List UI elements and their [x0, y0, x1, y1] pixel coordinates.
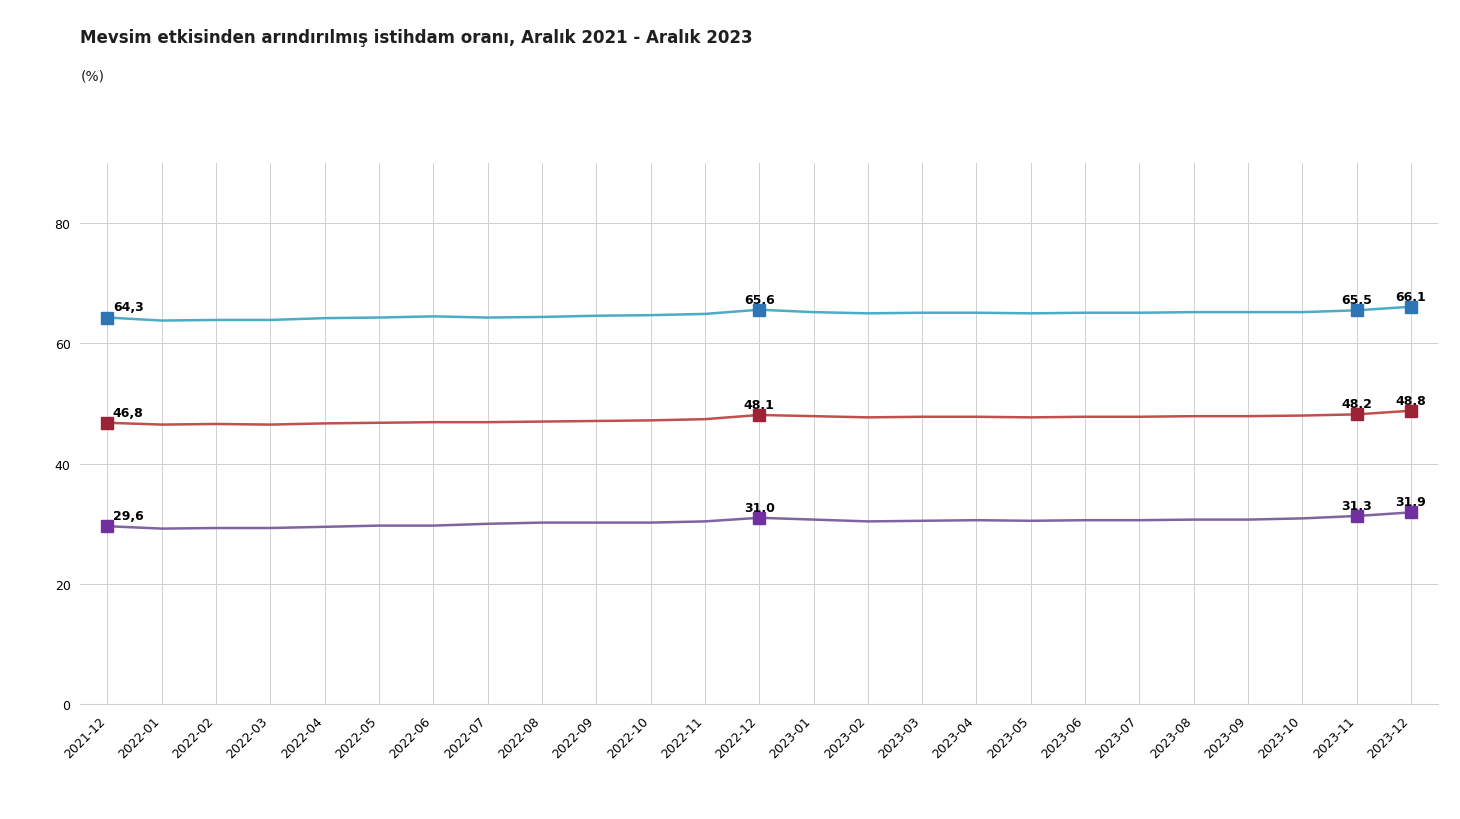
Text: 48,8: 48,8	[1396, 394, 1426, 407]
Text: 31,9: 31,9	[1396, 495, 1426, 509]
Text: 48,2: 48,2	[1342, 398, 1372, 410]
Text: 31,3: 31,3	[1342, 499, 1372, 512]
Text: 29,6: 29,6	[112, 509, 143, 523]
Text: 31,0: 31,0	[743, 501, 775, 514]
Text: Mevsim etkisinden arındırılmış istihdam oranı, Aralık 2021 - Aralık 2023: Mevsim etkisinden arındırılmış istihdam …	[80, 29, 753, 47]
Text: 65,6: 65,6	[743, 293, 775, 306]
Text: (%): (%)	[80, 70, 104, 84]
Text: 66,1: 66,1	[1396, 290, 1426, 303]
Text: 65,5: 65,5	[1342, 294, 1372, 307]
Text: 64,3: 64,3	[112, 301, 143, 314]
Text: 48,1: 48,1	[743, 398, 775, 411]
Text: 46,8: 46,8	[112, 406, 143, 419]
